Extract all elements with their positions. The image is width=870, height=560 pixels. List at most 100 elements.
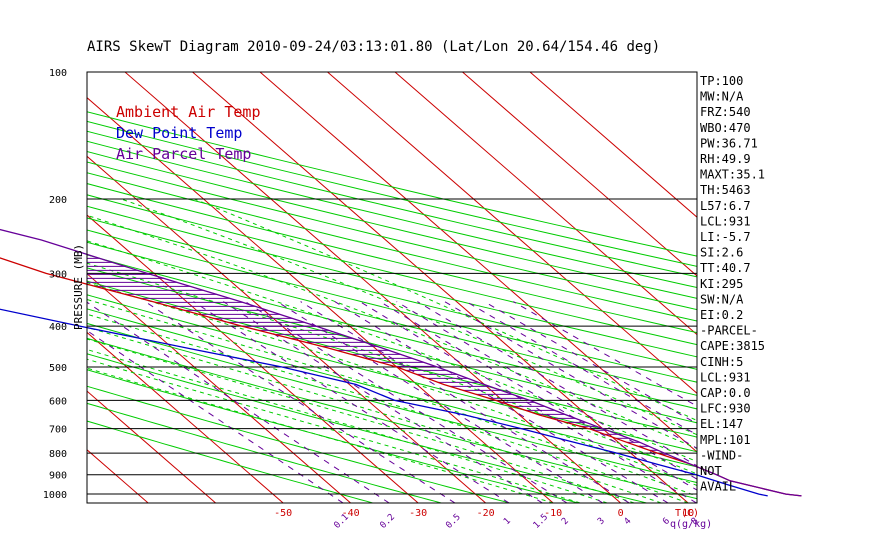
dry-adiabat-line (87, 111, 697, 257)
pressure-tick-label: 200 (49, 195, 67, 206)
index-line: FRZ:540 (700, 105, 751, 119)
pressure-tick-label: 900 (49, 471, 67, 482)
index-line: LI:-5.7 (700, 230, 751, 244)
bottom-temp-tick-label: 10 (682, 508, 694, 519)
index-line: NOT (700, 464, 722, 478)
isotherm-line (0, 72, 81, 503)
mixing-ratio-tick-label: 0.2 (378, 512, 397, 531)
grid-layer (0, 72, 697, 503)
cape-hatching (87, 257, 687, 463)
index-line: -PARCEL- (700, 324, 758, 338)
dry-adiabat-line (87, 402, 442, 503)
isotherm-line (529, 72, 697, 218)
isotherm-line (192, 72, 689, 503)
mixing-ratio-tick-label: 0.5 (444, 512, 463, 531)
isotherm-line (87, 390, 216, 503)
plot-frame (86, 71, 698, 504)
dry-adiabat-line (87, 267, 697, 424)
bottom-temp-tick-label: 0 (618, 508, 624, 519)
y-axis-label: PRESSURE (MB) (72, 244, 85, 330)
pressure-tick-label: 400 (49, 322, 67, 333)
mixing-ratio-line (276, 301, 604, 503)
isotherm-line (259, 72, 697, 453)
index-line: SW:N/A (700, 292, 744, 306)
dry-adiabat-line (87, 217, 697, 370)
bottom-temp-tick-label: -20 (477, 508, 495, 519)
index-line: EI:0.2 (700, 308, 743, 322)
pressure-tick-label: 800 (49, 449, 67, 460)
moist-adiabat-line (87, 214, 697, 450)
moist-adiabat-line (87, 262, 697, 475)
index-line: CINH:5 (700, 355, 743, 369)
legend-entry: Air Parcel Temp (116, 145, 251, 163)
dry-adiabat-line (87, 385, 510, 503)
pressure-tick-label: 700 (49, 425, 67, 436)
index-line: TP:100 (700, 74, 743, 88)
index-line: MPL:101 (700, 433, 751, 447)
moist-adiabat-line (87, 298, 697, 497)
moist-adiabat-line (87, 313, 689, 503)
dry-adiabat-line (87, 194, 697, 346)
isotherm-line (124, 72, 621, 503)
dry-adiabat-line (87, 151, 697, 299)
mixing-ratio-line (484, 301, 697, 425)
dry-adiabat-line (87, 353, 647, 503)
index-line: MW:N/A (700, 90, 744, 104)
mixing-ratio-line (87, 301, 390, 503)
mixing-ratio-line (466, 301, 697, 436)
bottom-temp-tick-label: -30 (409, 508, 427, 519)
moist-adiabat-line (121, 198, 697, 436)
pressure-tick-label: 1000 (43, 490, 67, 501)
index-line: CAP:0.0 (700, 386, 751, 400)
index-line: AVAIL (700, 480, 736, 494)
index-line: MAXT:35.1 (700, 168, 765, 182)
index-line: RH:49.9 (700, 152, 751, 166)
mixing-ratio-unit: q(g/kg) (670, 519, 712, 530)
dry-adiabat-line (87, 120, 697, 267)
moist-adiabat-line (194, 198, 697, 422)
dry-adiabat-line (87, 140, 697, 289)
dry-adiabat-line (87, 294, 697, 453)
isotherm-line (87, 331, 284, 503)
series-line-2 (0, 308, 768, 497)
bottom-temp-tick-label: -40 (342, 508, 360, 519)
dry-adiabat-line (87, 337, 697, 500)
index-line: KI:295 (700, 277, 743, 291)
pressure-tick-label: 100 (49, 68, 67, 79)
mixing-ratio-tick-label: 3 (596, 516, 607, 527)
isotherm-line (462, 72, 697, 277)
index-line: CAPE:3815 (700, 339, 765, 353)
dry-adiabat-line (87, 229, 697, 383)
moist-adiabat-line (87, 326, 662, 503)
pressure-tick-label: 500 (49, 363, 67, 374)
index-line: EL:147 (700, 417, 743, 431)
mixing-ratio-tick-label: 8 (690, 516, 701, 527)
mixing-ratio-tick-label: 2 (560, 516, 571, 527)
mixing-ratio-line (193, 301, 510, 503)
mixing-ratio-line (300, 301, 630, 503)
mixing-ratio-line (513, 301, 697, 407)
mixing-ratio-tick-label: 4 (623, 516, 634, 527)
bottom-temp-tick-label: -50 (274, 508, 292, 519)
dry-adiabat-line (87, 241, 697, 396)
mixing-ratio-line (87, 329, 344, 503)
dry-adiabat-line (87, 369, 579, 503)
moist-adiabat-line (87, 240, 697, 463)
index-line: LCL:931 (700, 214, 751, 228)
dry-adiabat-line (87, 161, 697, 311)
legend-entry: Dew Point Temp (116, 124, 242, 142)
dry-adiabat-line (87, 280, 697, 438)
mixing-ratio-tick-label: 6 (661, 516, 672, 527)
pressure-tick-label: 300 (49, 269, 67, 280)
mixing-ratio-line (144, 301, 456, 503)
index-line: LFC:930 (700, 402, 751, 416)
isotherm-line (394, 72, 697, 336)
isotherm-line (0, 72, 13, 503)
series-line-3 (0, 228, 802, 497)
index-line: -WIND- (700, 448, 743, 462)
mixing-ratio-tick-label: 1 (502, 516, 513, 527)
isotherm-line (87, 214, 419, 503)
dry-adiabat-line (87, 130, 697, 278)
dry-adiabat-line (87, 172, 697, 322)
